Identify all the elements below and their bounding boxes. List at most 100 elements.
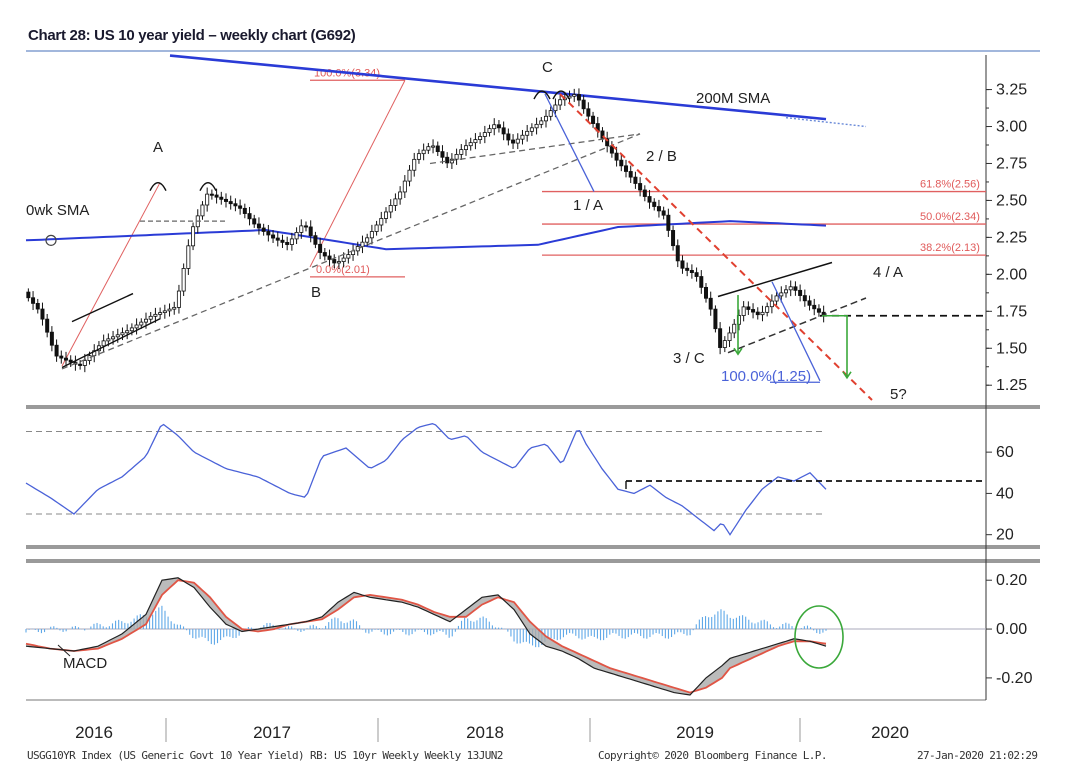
price-candle-body (129, 327, 134, 332)
sma-200m-line (169, 54, 827, 121)
price-candle-body (708, 297, 713, 310)
annotation-2-b: 2 / B (646, 148, 677, 165)
price-candle-body (496, 124, 501, 129)
price-candle-body (299, 225, 304, 233)
price-candle-body (379, 218, 384, 226)
price-candle-body (591, 115, 596, 124)
panel-separator (26, 545, 1040, 549)
panel-separator (26, 405, 1040, 409)
price-candle-body (704, 286, 709, 299)
trendline-upper-dashed (429, 133, 641, 165)
wave-arrow-head (733, 347, 743, 356)
price-candle-body (125, 330, 130, 334)
price-candle-body (181, 268, 186, 292)
peak-arc-c2 (552, 90, 570, 100)
price-candle-body (666, 214, 671, 231)
price-candle-body (529, 127, 534, 132)
price-candle-body (463, 145, 468, 151)
footer-source: USGG10YR Index (US Generic Govt 10 Year … (27, 749, 503, 762)
macd-axis-tick-label: 0.00 (996, 621, 1027, 638)
price-candle-body (285, 241, 290, 245)
price-candle-body (689, 270, 694, 274)
price-candle-body (440, 151, 445, 158)
annotation-1-a: 1 / A (573, 197, 603, 214)
peak-arc-a1 (149, 182, 167, 192)
price-candle-body (383, 211, 388, 219)
macd-label-pointer (57, 644, 71, 657)
price-candle-body (176, 290, 181, 308)
year-label-2019: 2019 (676, 723, 714, 742)
macd-axis-tick-label: 0.20 (996, 572, 1027, 589)
price-candle-body (115, 334, 120, 338)
rsi-axis-tick-label: 20 (996, 527, 1014, 544)
price-candle-body (280, 239, 285, 243)
price-candle-body (807, 300, 812, 306)
price-candle-body (139, 321, 144, 326)
price-candle-body (468, 142, 473, 147)
price-axis-tick-label: 2.50 (996, 192, 1027, 209)
fib-diagonal-a (61, 182, 161, 367)
price-candle-body (600, 130, 605, 139)
price-candle-body (760, 311, 765, 316)
price-candle-body (40, 308, 45, 320)
price-candle-body (346, 254, 351, 259)
price-candle-body (421, 149, 426, 155)
year-label-2018: 2018 (466, 723, 504, 742)
price-candle-body (134, 324, 139, 329)
target-arrow-head (842, 371, 852, 380)
price-candle-body (816, 308, 821, 313)
downtrend-dashed (559, 93, 873, 401)
sma-200m-projection (785, 116, 867, 128)
price-candle-body (751, 309, 756, 313)
price-candle-body (374, 224, 379, 232)
price-candle-body (49, 331, 54, 346)
price-candle-body (223, 198, 228, 202)
panel-separator (26, 559, 1040, 563)
price-candle-body (369, 231, 374, 239)
wave-leg-1 (544, 93, 595, 192)
price-candle-body (318, 243, 323, 253)
price-axis-tick-label: 3.25 (996, 82, 1027, 99)
price-axis-tick-label: 1.25 (996, 377, 1027, 394)
price-candle-body (87, 355, 92, 361)
price-candle-body (402, 180, 407, 193)
price-candle-body (581, 99, 586, 110)
price-candle-body (638, 183, 643, 191)
price-axis-tick-label: 2.75 (996, 155, 1027, 172)
price-candle-body (511, 139, 516, 144)
price-candle-body (214, 194, 219, 198)
price-candle-body (482, 132, 487, 137)
price-candle-body (271, 234, 276, 239)
price-candle-body (82, 360, 87, 366)
footer-timestamp: 27-Jan-2020 21:02:29 (917, 749, 1038, 762)
wave-leg-5 (771, 281, 821, 382)
price-candle-body (143, 318, 148, 323)
price-candle-body (407, 169, 412, 182)
price-candle-body (327, 255, 332, 260)
price-candle-body (534, 123, 539, 129)
price-candle-body (322, 252, 327, 257)
rsi-axis-tick-label: 40 (996, 485, 1014, 502)
price-candle-body (784, 289, 789, 294)
macd-line (25, 577, 827, 696)
price-candle-body (59, 355, 64, 359)
price-candle-body (219, 196, 224, 200)
price-candle-body (624, 165, 629, 172)
price-candle-body (515, 138, 520, 144)
price-axis-tick-label: 1.75 (996, 303, 1027, 320)
price-candle-body (793, 286, 798, 291)
channel-upper-line (71, 292, 134, 323)
price-candle-body (671, 230, 676, 247)
annotation-200wk-sma: 0wk SMA (26, 202, 89, 219)
price-candle-body (431, 145, 436, 148)
price-candle-body (256, 223, 261, 229)
price-candle-body (614, 152, 619, 161)
footer-copyright: Copyright© 2020 Bloomberg Finance L.P. (598, 749, 827, 762)
price-candle-body (558, 99, 563, 106)
price-candle-body (699, 276, 704, 288)
price-candle-body (388, 205, 393, 213)
price-candle-body (191, 226, 196, 247)
price-candle-body (548, 110, 553, 117)
price-candle-body (336, 261, 341, 264)
